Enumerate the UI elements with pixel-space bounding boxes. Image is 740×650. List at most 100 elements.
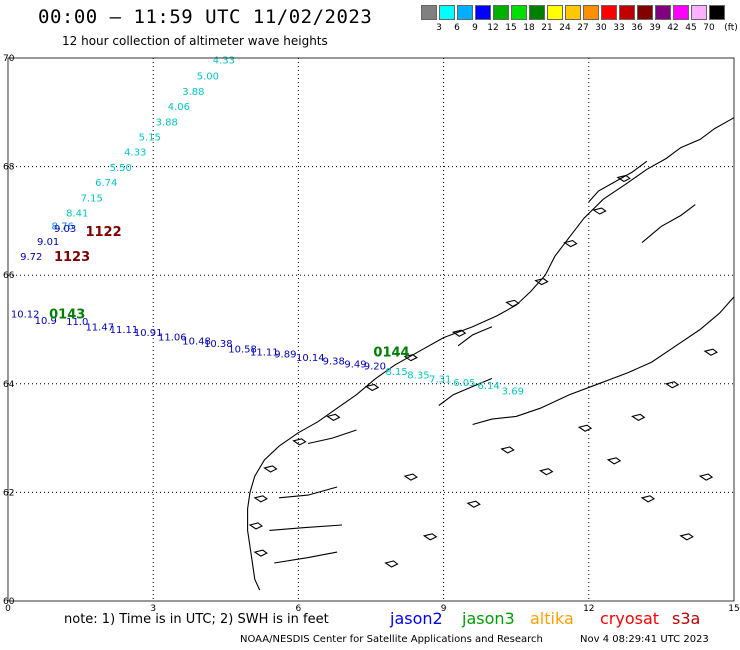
lat-tick-label: 66 <box>3 271 15 281</box>
coastline-segment <box>641 204 696 244</box>
wave-height-reading: 10.48 <box>182 337 211 348</box>
wave-height-reading: 6.05 <box>453 378 475 389</box>
wave-height-reading: 9.72 <box>20 252 42 263</box>
pass-labels: 1122 1123 0143 0144 <box>49 225 409 361</box>
island-outline <box>403 473 418 481</box>
colorbar-label: 33 <box>613 23 625 33</box>
colorbar-swatch <box>457 5 473 20</box>
island-outline <box>592 207 607 215</box>
colorbar-label: 9 <box>472 23 478 33</box>
wave-height-reading: 11.47 <box>85 323 114 334</box>
mission-legend-item: cryosat <box>600 609 660 628</box>
wave-height-reading: 4.06 <box>168 102 190 113</box>
island-outline <box>253 549 268 557</box>
island-outline <box>384 560 399 568</box>
island-outline <box>679 533 694 541</box>
colorbar-label: 21 <box>541 23 553 33</box>
map-frame <box>7 57 735 602</box>
colorbar-swatch <box>691 5 707 20</box>
wave-height-reading: 9.01 <box>37 237 59 248</box>
lat-tick-label: 62 <box>3 488 14 498</box>
generated-timestamp: Nov 4 08:29:41 UTC 2023 <box>580 634 709 645</box>
wave-height-reading: 3.88 <box>156 117 178 128</box>
colorbar-label: 12 <box>487 23 499 33</box>
colorbar-swatch <box>601 5 617 20</box>
wave-height-reading: 9.20 <box>364 362 386 373</box>
wave-height-reading: 8.76 <box>52 222 74 233</box>
colorbar-label: 45 <box>685 23 697 33</box>
wave-height-reading: 11.11 <box>250 348 279 359</box>
lon-tick-label: 0 <box>5 604 11 614</box>
coastline-segment <box>307 429 357 445</box>
island-outline <box>664 381 680 389</box>
lat-tick-label: 68 <box>3 163 15 173</box>
colorbar-label: 27 <box>577 23 589 33</box>
island-outline <box>577 424 593 432</box>
mission-legend-item: s3a <box>672 609 701 628</box>
colorbar-label: 3 <box>436 23 442 33</box>
wave-height-reading: 4.33 <box>213 55 235 66</box>
lon-tick-label: 15 <box>728 604 739 614</box>
island-outline <box>534 278 549 286</box>
coastline-segment <box>588 160 648 203</box>
island-outline <box>698 473 714 481</box>
island-outline <box>606 457 622 465</box>
colorbar-swatch <box>583 5 599 20</box>
wave-height-reading: 10.91 <box>134 328 163 339</box>
wave-height-reading: 9.38 <box>323 356 345 367</box>
island-outline <box>422 533 438 541</box>
colorbar-swatch <box>439 5 455 20</box>
wave-height-reading: 9.89 <box>274 350 296 361</box>
island-outline <box>326 413 341 422</box>
lat-tick-label: 70 <box>3 54 15 64</box>
island-outline <box>253 495 268 503</box>
colorbar-swatch <box>547 5 563 20</box>
island-outline <box>703 348 719 356</box>
colorbar-swatch <box>637 5 653 20</box>
wave-height-reading: 9.49 <box>344 360 366 371</box>
island-outline <box>640 495 656 503</box>
wave-height-reading: 3.88 <box>182 87 204 98</box>
colorbar-swatch <box>421 5 437 20</box>
wave-height-reading: 4.33 <box>124 148 146 159</box>
wave-height-reading: 5.50 <box>110 163 132 174</box>
island-outline <box>539 468 554 476</box>
wave-height-reading: 10.12 <box>11 310 40 321</box>
lon-tick-label: 9 <box>441 604 447 614</box>
colorbar-label: 70 <box>703 23 715 33</box>
coastline-segment <box>274 551 338 564</box>
wave-height-reading: 11.11 <box>110 325 139 336</box>
footer-note: note: 1) Time is in UTC; 2) SWH is in fe… <box>64 612 329 627</box>
wave-height-reading: 3.69 <box>502 387 524 398</box>
colorbar-swatch <box>511 5 527 20</box>
wave-height-reading: 5.15 <box>139 133 161 144</box>
island-outline <box>466 500 481 508</box>
coastline-segment <box>457 326 493 347</box>
wave-height-reading: 8.35 <box>407 370 429 381</box>
coastline <box>247 117 735 591</box>
island-outline <box>631 413 646 422</box>
colorbar-swatch <box>565 5 581 20</box>
island-outline <box>292 438 307 446</box>
colorbar-label: 30 <box>595 23 607 33</box>
pass-id-label: 1122 <box>85 225 121 240</box>
wave-height-reading: 10.38 <box>204 339 233 350</box>
lat-lon-grid <box>8 58 734 601</box>
pass-id-label: 1123 <box>54 250 90 265</box>
wave-height-reading: 7.15 <box>81 193 103 204</box>
pass-id-label: 0143 <box>49 308 85 323</box>
coastline-segment <box>472 296 735 426</box>
credit-text: NOAA/NESDIS Center for Satellite Applica… <box>240 634 543 645</box>
lon-tick-label: 6 <box>296 604 302 614</box>
colorbar-swatch <box>655 5 671 20</box>
island-outline <box>364 383 380 392</box>
wave-height-reading: 9.03 <box>54 224 76 235</box>
wave-height-reading: 6.14 <box>477 381 499 392</box>
lat-tick-label: 64 <box>3 380 15 390</box>
colorbar-swatch <box>619 5 635 20</box>
lat-tick-label: 60 <box>3 597 15 607</box>
island-outline <box>451 329 467 337</box>
colorbar-swatch <box>493 5 509 20</box>
wave-height-reading: 11.0 <box>66 317 88 328</box>
colorbar-label: 42 <box>667 23 679 33</box>
